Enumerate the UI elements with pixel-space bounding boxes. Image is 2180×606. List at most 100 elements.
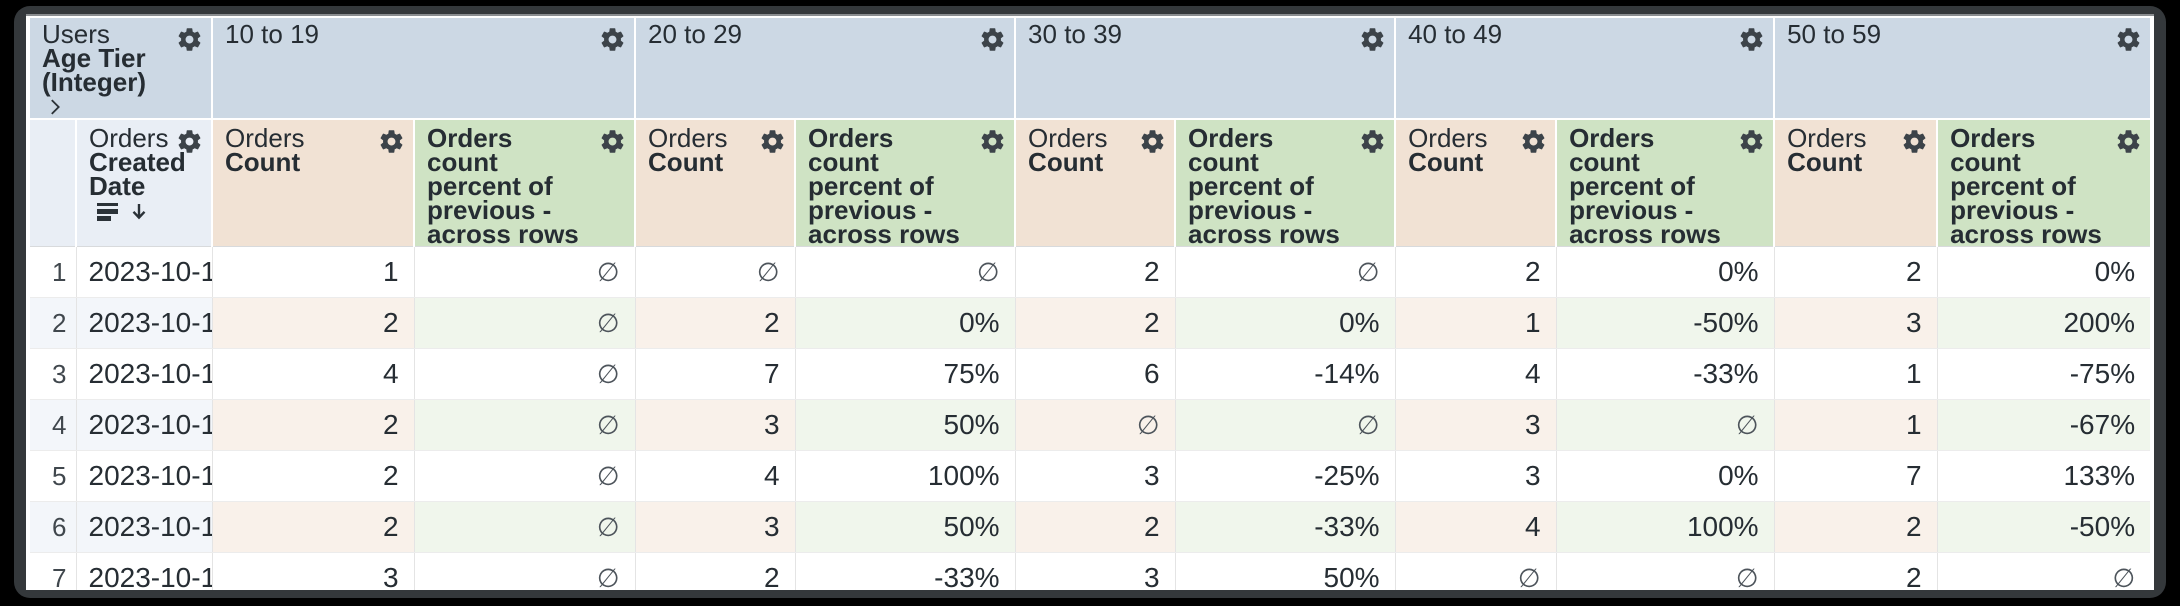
percent-cell[interactable]: 100%	[795, 450, 1016, 502]
percent-cell[interactable]: -33%	[1556, 348, 1775, 400]
count-cell[interactable]: 1	[1774, 348, 1938, 400]
count-cell[interactable]: 3	[635, 501, 796, 553]
percent-cell[interactable]: 50%	[795, 399, 1016, 451]
date-cell[interactable]: 2023-10-16	[76, 297, 213, 349]
percent-cell[interactable]: -33%	[795, 552, 1016, 590]
percent-cell[interactable]: ∅	[414, 399, 636, 451]
orders-count-header[interactable]: Orders Count	[1015, 119, 1177, 247]
gear-icon[interactable]	[979, 26, 1006, 53]
count-cell[interactable]: 4	[1395, 501, 1557, 553]
percent-of-previous-header[interactable]: Orders count percent of previous - acros…	[795, 119, 1017, 247]
percent-cell[interactable]: 50%	[795, 501, 1016, 553]
percent-cell[interactable]: ∅	[1937, 552, 2151, 590]
date-cell[interactable]: 2023-10-11	[76, 552, 213, 590]
gear-icon[interactable]	[599, 26, 626, 53]
count-cell[interactable]: ∅	[635, 246, 796, 298]
count-cell[interactable]: 2	[1395, 246, 1557, 298]
percent-cell[interactable]: ∅	[414, 450, 636, 502]
count-cell[interactable]: 2	[1015, 501, 1176, 553]
percent-cell[interactable]: -67%	[1937, 399, 2151, 451]
percent-of-previous-header[interactable]: Orders count percent of previous - acros…	[1556, 119, 1776, 247]
fill-fields-icon[interactable]	[95, 200, 121, 222]
percent-cell[interactable]: ∅	[1175, 246, 1396, 298]
pivot-field-header[interactable]: Users Age Tier (Integer)	[30, 18, 214, 120]
count-cell[interactable]: 3	[1015, 552, 1176, 590]
gear-icon[interactable]	[176, 26, 203, 53]
count-cell[interactable]: 2	[1774, 501, 1938, 553]
pivot-value-header[interactable]: 30 to 39	[1015, 18, 1397, 120]
sort-desc-arrow-icon[interactable]	[127, 200, 151, 224]
percent-cell[interactable]: -25%	[1175, 450, 1396, 502]
gear-icon[interactable]	[759, 128, 786, 155]
percent-cell[interactable]: -50%	[1937, 501, 2151, 553]
chevron-right-icon[interactable]	[44, 96, 66, 118]
count-cell[interactable]: 2	[635, 552, 796, 590]
count-cell[interactable]: 6	[1015, 348, 1176, 400]
percent-cell[interactable]: 0%	[1556, 246, 1775, 298]
percent-cell[interactable]: 133%	[1937, 450, 2151, 502]
count-cell[interactable]: 4	[212, 348, 415, 400]
gear-icon[interactable]	[2115, 26, 2142, 53]
percent-cell[interactable]: -50%	[1556, 297, 1775, 349]
count-cell[interactable]: 2	[212, 399, 415, 451]
count-cell[interactable]: 3	[1395, 450, 1557, 502]
percent-cell[interactable]: 0%	[1937, 246, 2151, 298]
pivot-value-header[interactable]: 20 to 29	[635, 18, 1017, 120]
date-column-header[interactable]: Orders Created Date	[76, 119, 214, 247]
gear-icon[interactable]	[2115, 128, 2142, 155]
count-cell[interactable]: 2	[1015, 246, 1176, 298]
gear-icon[interactable]	[1901, 128, 1928, 155]
gear-icon[interactable]	[979, 128, 1006, 155]
percent-cell[interactable]: ∅	[1175, 399, 1396, 451]
gear-icon[interactable]	[1520, 128, 1547, 155]
count-cell[interactable]: 2	[212, 501, 415, 553]
percent-cell[interactable]: 200%	[1937, 297, 2151, 349]
count-cell[interactable]: 1	[1774, 399, 1938, 451]
percent-cell[interactable]: ∅	[414, 246, 636, 298]
percent-cell[interactable]: -14%	[1175, 348, 1396, 400]
date-cell[interactable]: 2023-10-12	[76, 501, 213, 553]
count-cell[interactable]: 1	[212, 246, 415, 298]
gear-icon[interactable]	[599, 128, 626, 155]
count-cell[interactable]: 3	[1774, 297, 1938, 349]
count-cell[interactable]: 2	[1015, 297, 1176, 349]
percent-cell[interactable]: ∅	[1556, 552, 1775, 590]
percent-cell[interactable]: ∅	[414, 501, 636, 553]
gear-icon[interactable]	[1359, 128, 1386, 155]
count-cell[interactable]: 2	[635, 297, 796, 349]
gear-icon[interactable]	[1738, 128, 1765, 155]
date-cell[interactable]: 2023-10-14	[76, 399, 213, 451]
gear-icon[interactable]	[1738, 26, 1765, 53]
count-cell[interactable]: 7	[1774, 450, 1938, 502]
gear-icon[interactable]	[176, 128, 203, 155]
percent-cell[interactable]: ∅	[414, 348, 636, 400]
percent-cell[interactable]: ∅	[1556, 399, 1775, 451]
percent-of-previous-header[interactable]: Orders count percent of previous - acros…	[414, 119, 637, 247]
count-cell[interactable]: 2	[1774, 246, 1938, 298]
percent-cell[interactable]: ∅	[414, 552, 636, 590]
count-cell[interactable]: 4	[1395, 348, 1557, 400]
gear-icon[interactable]	[1359, 26, 1386, 53]
count-cell[interactable]: 3	[1395, 399, 1557, 451]
count-cell[interactable]: 4	[635, 450, 796, 502]
pivot-value-header[interactable]: 10 to 19	[212, 18, 637, 120]
pivot-value-header[interactable]: 40 to 49	[1395, 18, 1776, 120]
percent-cell[interactable]: 100%	[1556, 501, 1775, 553]
count-cell[interactable]: 2	[212, 450, 415, 502]
date-cell[interactable]: 2023-10-17	[76, 246, 213, 298]
percent-cell[interactable]: ∅	[795, 246, 1016, 298]
orders-count-header[interactable]: Orders Count	[212, 119, 416, 247]
count-cell[interactable]: 3	[635, 399, 796, 451]
orders-count-header[interactable]: Orders Count	[1395, 119, 1558, 247]
percent-of-previous-header[interactable]: Orders count percent of previous - acros…	[1175, 119, 1397, 247]
gear-icon[interactable]	[1139, 128, 1166, 155]
count-cell[interactable]: 2	[212, 297, 415, 349]
percent-cell[interactable]: 0%	[1556, 450, 1775, 502]
count-cell[interactable]: 2	[1774, 552, 1938, 590]
percent-cell[interactable]: 0%	[795, 297, 1016, 349]
date-cell[interactable]: 2023-10-15	[76, 348, 213, 400]
date-cell[interactable]: 2023-10-13	[76, 450, 213, 502]
percent-cell[interactable]: -75%	[1937, 348, 2151, 400]
pivot-value-header[interactable]: 50 to 59	[1774, 18, 2151, 120]
percent-cell[interactable]: ∅	[414, 297, 636, 349]
